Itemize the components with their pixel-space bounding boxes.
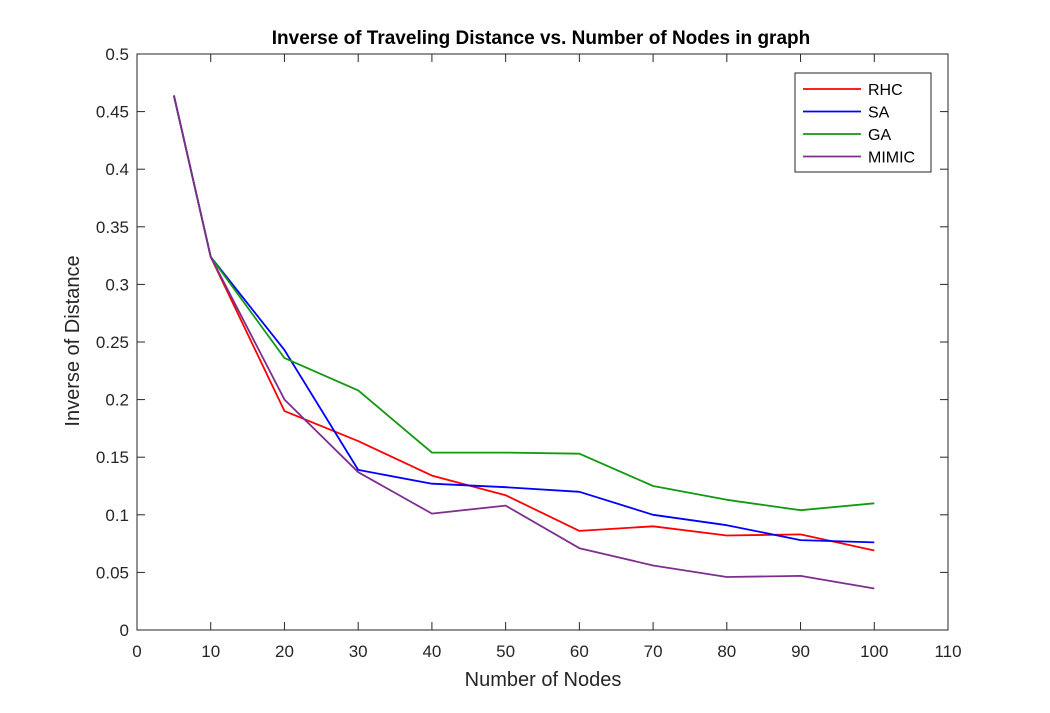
legend-label-rhc: RHC	[868, 82, 903, 99]
series-line-ga	[173, 95, 875, 512]
y-axis-label: Inverse of Distance	[62, 255, 84, 426]
y-tick-label: 0.05	[96, 563, 129, 582]
y-tick-label: 0.45	[96, 103, 129, 122]
x-tick-label: 90	[791, 642, 810, 661]
series-line-rhc	[173, 95, 875, 552]
x-tick-label: 30	[349, 642, 368, 661]
y-tick-label: 0.5	[105, 45, 129, 64]
x-tick-label: 110	[934, 642, 961, 661]
x-tick-label: 20	[275, 642, 294, 661]
x-tick-label: 50	[496, 642, 515, 661]
legend: RHC SA GA MIMIC	[794, 72, 932, 173]
y-tick-label: 0.15	[96, 448, 129, 467]
y-tick-label: 0.1	[105, 506, 129, 525]
x-tick-label: 70	[644, 642, 663, 661]
y-tick-label: 0.25	[96, 333, 129, 352]
series-line-mimic	[173, 95, 875, 590]
legend-label-mimic: MIMIC	[868, 150, 915, 167]
y-tick-label: 0.2	[105, 391, 129, 410]
y-tick-label: 0	[120, 621, 129, 640]
plot-area: 0 10 20 30 40 50 60 70 80 90 100 110 0 0.05 0.1 0.15 0.2…	[96, 45, 962, 661]
y-tick-label: 0.35	[96, 218, 129, 237]
x-tick-label: 80	[717, 642, 736, 661]
x-tick-label: 10	[201, 642, 220, 661]
series-line-sa	[173, 95, 875, 544]
chart-title: Inverse of Traveling Distance vs. Number…	[272, 28, 810, 49]
x-tick-label: 0	[132, 642, 141, 661]
x-tick-label: 40	[422, 642, 441, 661]
y-tick-label: 0.4	[105, 160, 129, 179]
legend-label-ga: GA	[868, 127, 891, 144]
x-tick-label: 60	[570, 642, 589, 661]
y-tick-label: 0.3	[105, 275, 129, 294]
x-tick-label: 100	[860, 642, 888, 661]
legend-label-sa: SA	[868, 105, 890, 122]
x-axis-label: Number of Nodes	[465, 669, 622, 691]
